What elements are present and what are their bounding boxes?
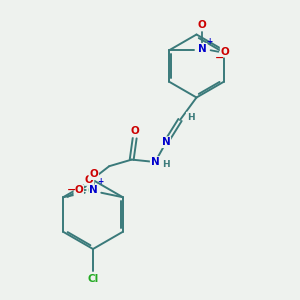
Text: N: N: [161, 137, 170, 147]
Text: N: N: [151, 157, 160, 167]
Text: O: O: [130, 126, 139, 136]
Text: Cl: Cl: [87, 274, 99, 284]
Text: −: −: [215, 53, 225, 63]
Text: H: H: [162, 160, 170, 169]
Text: H: H: [187, 112, 194, 122]
Text: +: +: [98, 177, 104, 186]
Text: −: −: [67, 185, 76, 195]
Text: O: O: [89, 169, 98, 179]
Text: N: N: [89, 185, 98, 195]
Text: O: O: [220, 47, 230, 57]
Text: +: +: [206, 38, 212, 46]
Text: O: O: [74, 185, 83, 195]
Text: Cl: Cl: [88, 186, 99, 196]
Text: N: N: [198, 44, 207, 54]
Text: O: O: [198, 20, 207, 30]
Text: O: O: [85, 175, 94, 185]
